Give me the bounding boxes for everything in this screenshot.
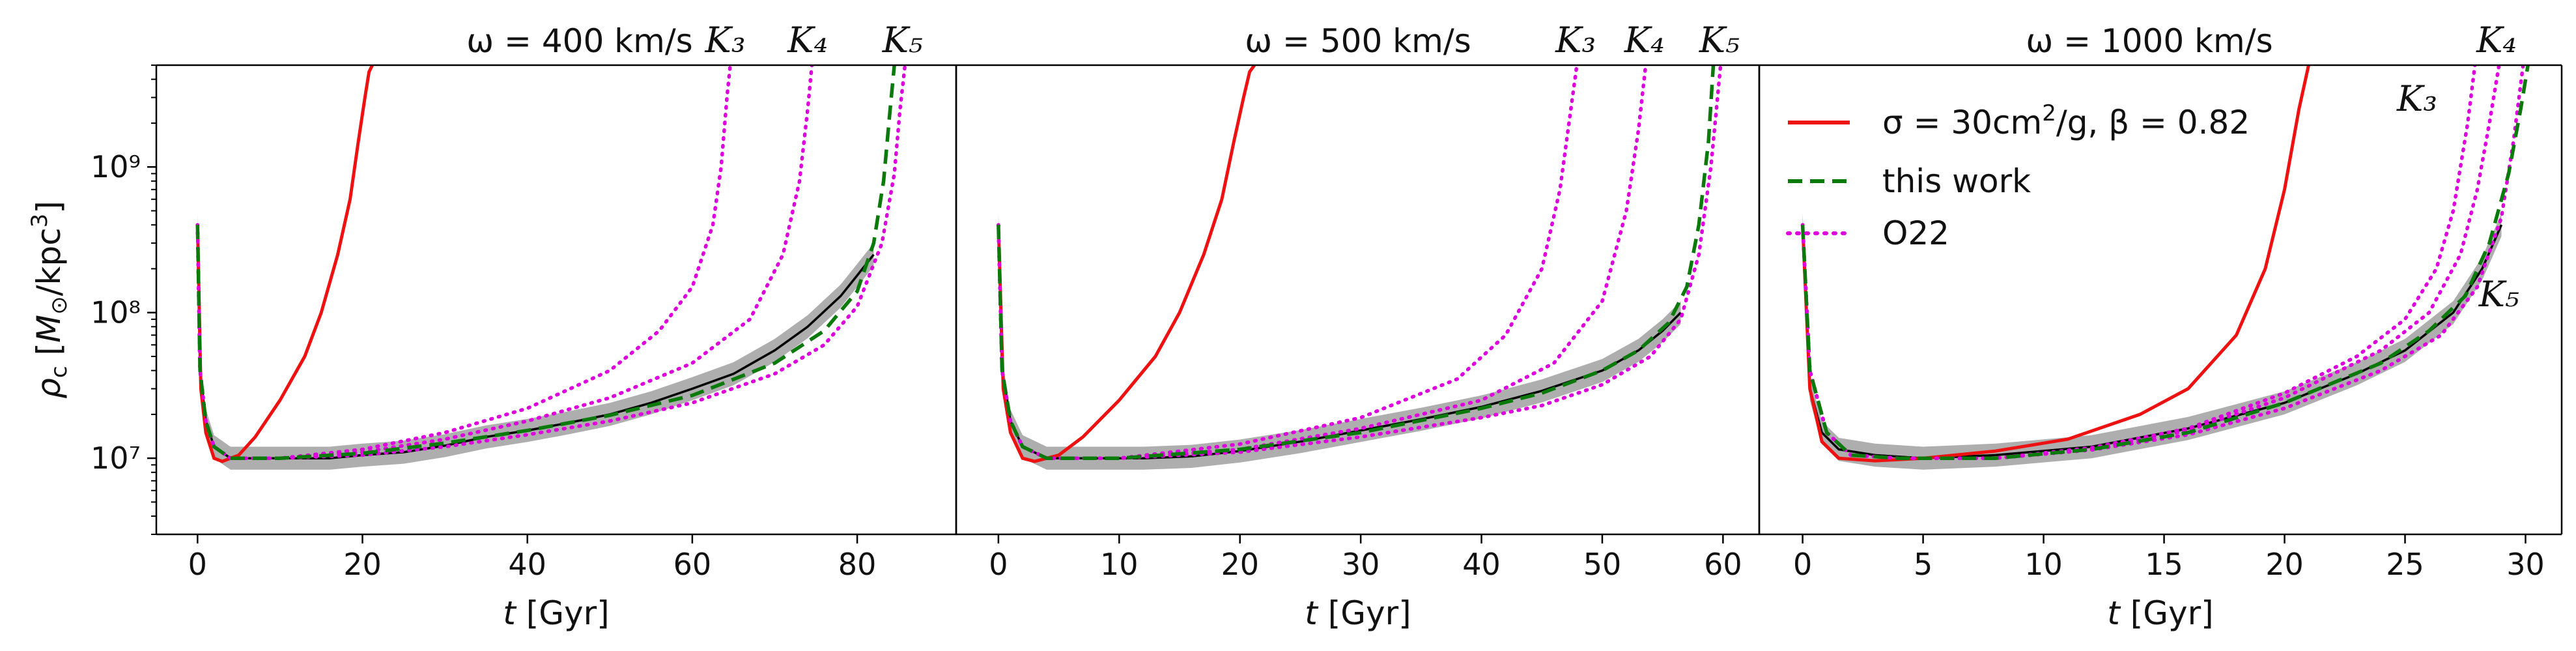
panel-omega-500: 0 10 20 30 40 50 60 K₃ K₄ K₅ ω = 500 km/s t [Gyr]	[955, 20, 1761, 632]
series-30cm-g-0-82	[195, 65, 374, 463]
x-tick-label: 80	[838, 547, 877, 582]
series-o22-k5	[195, 65, 907, 460]
x-tick-label: 30	[1342, 547, 1380, 582]
panel-title: ω = 400 km/s	[466, 22, 692, 60]
series-30cm-g-0-82	[1801, 65, 2310, 463]
x-tick-label: 20	[343, 547, 382, 582]
panel-title: ω = 500 km/s	[1245, 22, 1471, 60]
x-tick-label: 0	[989, 547, 1008, 582]
x-tick-label: 15	[2145, 547, 2183, 582]
legend-label-this-work: this work	[1882, 162, 2031, 200]
panel-omega-1000: 0 5 10 15 20 25 30 K₃ K₄ K₅ ω = 1000 km/s t [Gyr]…	[1758, 20, 2563, 632]
legend-label-sigma: σ = 30cm2/g, β = 0.82	[1882, 100, 2250, 141]
annotation-k-label: K₄	[2476, 20, 2517, 61]
x-axis-label: t [Gyr]	[1305, 594, 1411, 632]
panel-title: ω = 1000 km/s	[2026, 22, 2272, 60]
axes: 0 5 10 15 20 25 30 K₃ K₄ K₅	[1758, 20, 2563, 582]
series-o22-k4	[195, 65, 814, 460]
x-axis-label: t [Gyr]	[2107, 594, 2213, 632]
annotation-k-label: K₃	[1555, 20, 1596, 61]
simulation-band	[998, 213, 1681, 470]
y-tick-label: 10⁷	[91, 441, 141, 476]
annotation-k-label: K₅	[2478, 274, 2519, 315]
y-tick-label: 10⁹	[91, 149, 141, 184]
series-30cm-g-0-82	[997, 65, 1256, 463]
legend-label-o22: O22	[1882, 214, 1949, 252]
x-tick-label: 5	[1914, 547, 1932, 582]
x-tick-label: 40	[1462, 547, 1501, 582]
annotation-k-label: K₄	[787, 20, 828, 61]
x-tick-label: 20	[2265, 547, 2304, 582]
series-o22-k5	[1800, 65, 2525, 460]
x-tick-label: 25	[2386, 547, 2424, 582]
x-tick-label: 20	[1221, 547, 1259, 582]
y-axis-label: ρc [M⊙/kpc3]	[27, 201, 72, 399]
annotation-k-label: K₄	[1624, 20, 1665, 61]
plot-area	[195, 65, 907, 470]
plot-area	[1800, 65, 2530, 470]
annotation-k-label: K₅	[1699, 20, 1740, 61]
simulation-band	[1802, 213, 2502, 470]
annotation-k-label: K₃	[2396, 78, 2437, 119]
plot-area	[997, 65, 1723, 470]
axes: 0 10 20 30 40 50 60 K₃ K₄ K₅	[955, 20, 1761, 582]
x-tick-label: 0	[1793, 547, 1812, 582]
x-tick-label: 60	[1704, 547, 1742, 582]
annotation-k-label: K₅	[882, 20, 923, 61]
x-tick-label: 30	[2506, 547, 2545, 582]
simulation-band	[197, 213, 874, 470]
panel-omega-400: 0 20 40 60 80 10⁷ 10⁸ 10⁹ K₃ K₄ K₅ ω = 400 km/s t …	[91, 20, 957, 632]
x-tick-label: 10	[1100, 547, 1139, 582]
legend: σ = 30cm2/g, β = 0.82 this work O22	[1786, 100, 2250, 252]
x-tick-label: 0	[188, 547, 207, 582]
x-tick-label: 60	[673, 547, 712, 582]
x-tick-label: 40	[508, 547, 546, 582]
series-this-work	[997, 65, 1716, 460]
axes: 0 20 40 60 80 10⁷ 10⁸ 10⁹ K₃ K₄ K₅	[91, 20, 957, 582]
series-this-work	[1800, 65, 2530, 460]
annotation-k-label: K₃	[705, 20, 746, 61]
series-this-work	[195, 65, 896, 460]
x-tick-label: 50	[1583, 547, 1622, 582]
simulation-line	[1801, 224, 2503, 459]
x-tick-label: 10	[2024, 547, 2063, 582]
y-tick-label: 10⁸	[91, 295, 141, 330]
x-axis-label: t [Gyr]	[503, 594, 609, 632]
